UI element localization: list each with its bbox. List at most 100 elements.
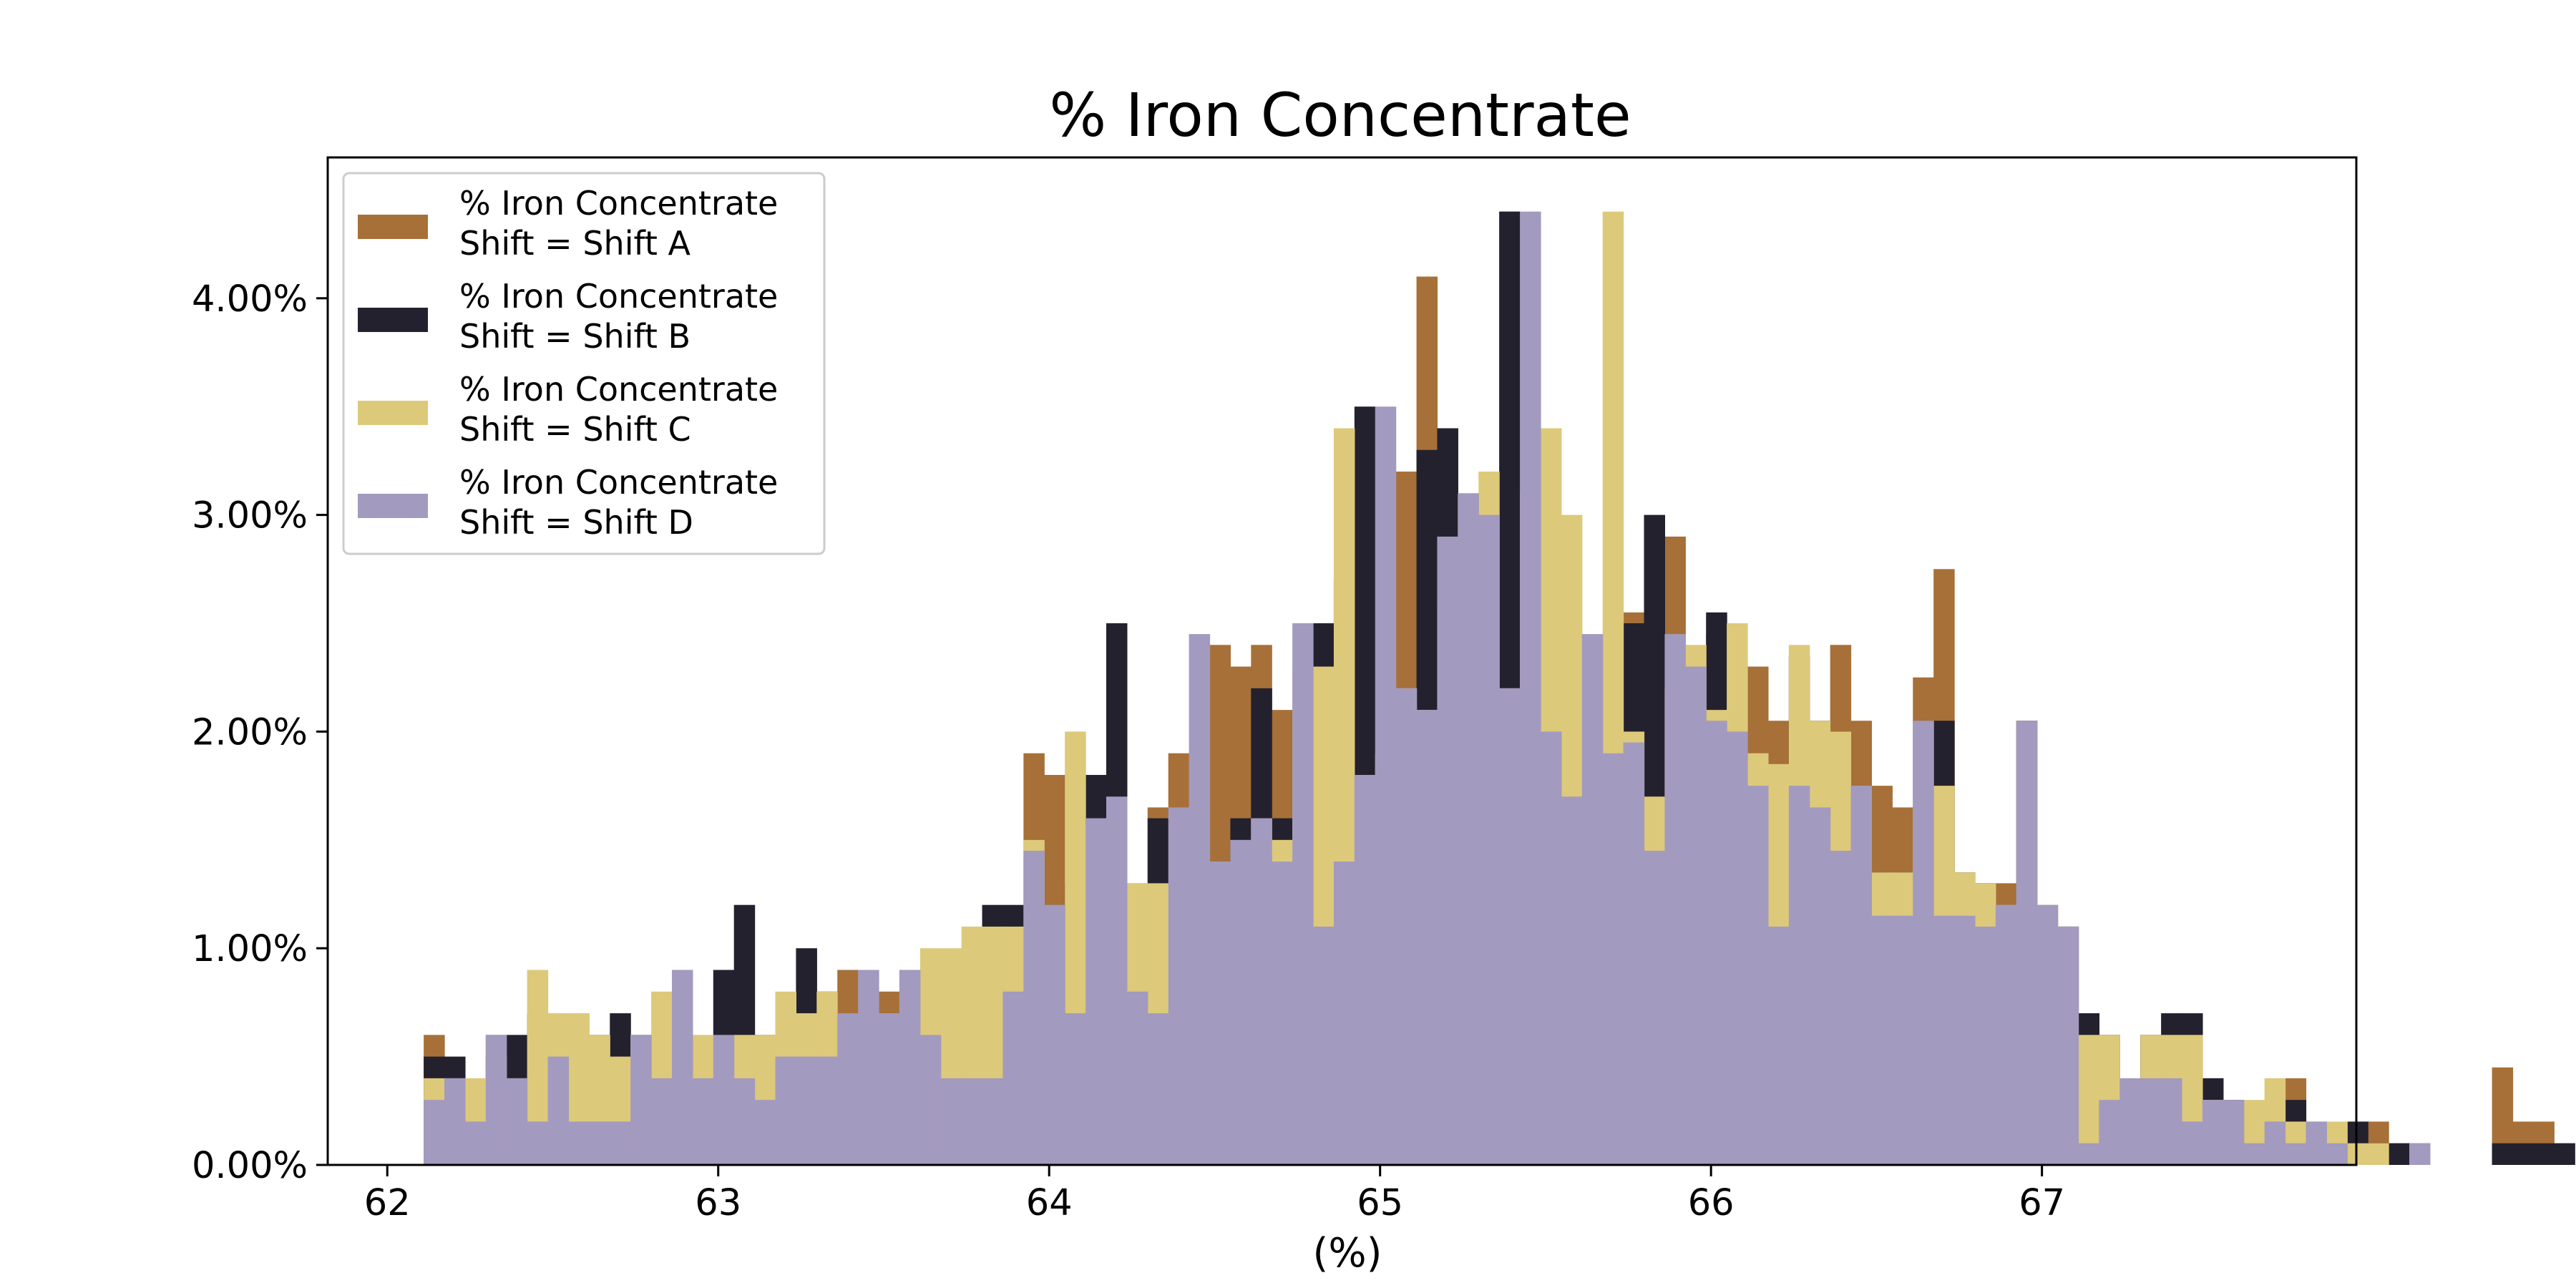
histogram-bar [464, 1121, 487, 1165]
histogram-bar [1685, 666, 1707, 1165]
histogram-bar [1623, 742, 1645, 1165]
legend-swatch [358, 401, 428, 425]
histogram-bar [713, 1035, 735, 1165]
histogram-bar [2306, 1121, 2327, 1165]
histogram-bar [1333, 862, 1355, 1165]
histogram-bar [1002, 991, 1024, 1165]
histogram-bar [2492, 1143, 2514, 1165]
x-axis-title: (%) [1313, 1230, 1382, 1277]
histogram-bar [982, 1078, 1004, 1165]
y-tick-label: 0.00% [192, 1145, 308, 1187]
histogram-bar [1065, 1013, 1086, 1165]
chart-title: % Iron Concentrate [1049, 80, 1631, 150]
histogram-bar [2264, 1121, 2286, 1165]
histogram-bar [2099, 1100, 2120, 1165]
histogram-bar [2182, 1121, 2203, 1165]
plot-frame [326, 156, 2358, 1166]
histogram-bar [1189, 634, 1211, 1165]
histogram-bar [2409, 1143, 2431, 1165]
y-tick-label: 4.00% [192, 278, 308, 321]
histogram-bar [1664, 634, 1686, 1165]
histogram-bar [2554, 1143, 2575, 1165]
histogram-bar [2078, 1143, 2100, 1165]
histogram-bar [630, 1035, 652, 1165]
histogram-bar [424, 1100, 445, 1165]
histogram-bar [1272, 862, 1293, 1165]
legend-label: % Iron Concentrate [459, 463, 778, 502]
x-tick-label: 62 [364, 1182, 411, 1224]
histogram-bar [1147, 1013, 1169, 1165]
histogram-bar [568, 1121, 590, 1165]
histogram-bar [2036, 904, 2059, 1165]
legend-label: Shift = Shift C [459, 410, 691, 449]
histogram-bar [1644, 850, 1666, 1165]
histogram-bar [671, 970, 693, 1165]
histogram-bar [2161, 1078, 2182, 1165]
histogram-bar [1168, 807, 1190, 1165]
histogram-bar [485, 1035, 507, 1165]
histogram-bar [1602, 753, 1624, 1165]
y-axis: 0.00% 1.00% 2.00% 3.00% 4.00% [192, 278, 328, 1187]
histogram-bar [651, 1078, 673, 1165]
histogram-bar [2243, 1143, 2265, 1165]
histogram-bar [1850, 786, 1873, 1165]
histogram-bar [961, 1078, 983, 1165]
histogram-bar [1126, 991, 1148, 1165]
histogram-bar [1416, 710, 1438, 1165]
histogram-bar [1540, 731, 1562, 1165]
legend-swatch [358, 494, 428, 518]
x-tick-label: 65 [1357, 1182, 1403, 1224]
histogram-bar [919, 1035, 942, 1165]
histogram-bar [1209, 862, 1231, 1165]
histogram-bar [1871, 915, 1893, 1165]
histogram-bar [1747, 786, 1769, 1165]
histogram-bar [1974, 926, 1996, 1165]
legend-label: Shift = Shift A [459, 224, 691, 263]
histogram-bar [775, 1056, 796, 1165]
x-tick-label: 64 [1026, 1182, 1073, 1224]
series-d [424, 211, 2431, 1166]
histogram-bar [1499, 688, 1521, 1165]
histogram-bar [2389, 1143, 2410, 1165]
legend-label: % Iron Concentrate [459, 184, 778, 223]
histogram-bar [2347, 1143, 2368, 1165]
histogram-bar [1354, 774, 1376, 1165]
histogram-bar [1830, 850, 1852, 1165]
histogram-bar [1788, 786, 1810, 1165]
histogram-bar [1230, 839, 1252, 1165]
histogram-bar [1251, 818, 1272, 1165]
histogram-bar [444, 1078, 466, 1165]
histogram-bar [2016, 721, 2038, 1165]
histogram-bar [1106, 796, 1128, 1165]
histogram-bar [1706, 721, 1727, 1165]
histogram-bar [816, 1056, 838, 1165]
histogram-bar [2285, 1143, 2307, 1165]
histogram-bar [879, 1013, 900, 1165]
histogram-bar [1458, 493, 1479, 1165]
histogram-bar [1437, 536, 1458, 1165]
histogram-bar [754, 1100, 776, 1165]
histogram-bar [1995, 904, 2017, 1165]
histogram-bar [1892, 915, 1913, 1165]
histogram-bar [1395, 688, 1418, 1165]
histogram-bar [2057, 926, 2079, 1165]
histogram-bar [506, 1078, 528, 1165]
legend-label: % Iron Concentrate [459, 370, 778, 409]
legend-label: Shift = Shift B [459, 317, 691, 356]
y-tick-label: 3.00% [192, 495, 308, 537]
histogram-bar [837, 1013, 859, 1165]
x-tick-label: 67 [2019, 1182, 2065, 1224]
histogram-bar [1292, 623, 1314, 1165]
histogram-bar [733, 1078, 756, 1165]
histogram-bar [796, 1056, 817, 1165]
histogram-bar [1933, 915, 1955, 1165]
histogram-bar [1913, 721, 1934, 1165]
histogram-bar [2202, 1100, 2224, 1165]
histogram-bar [2223, 1100, 2245, 1165]
x-axis: 62 63 64 65 66 67 [364, 1165, 2065, 1224]
histogram-bar [610, 1121, 631, 1165]
histogram-bar [2368, 1143, 2389, 1165]
